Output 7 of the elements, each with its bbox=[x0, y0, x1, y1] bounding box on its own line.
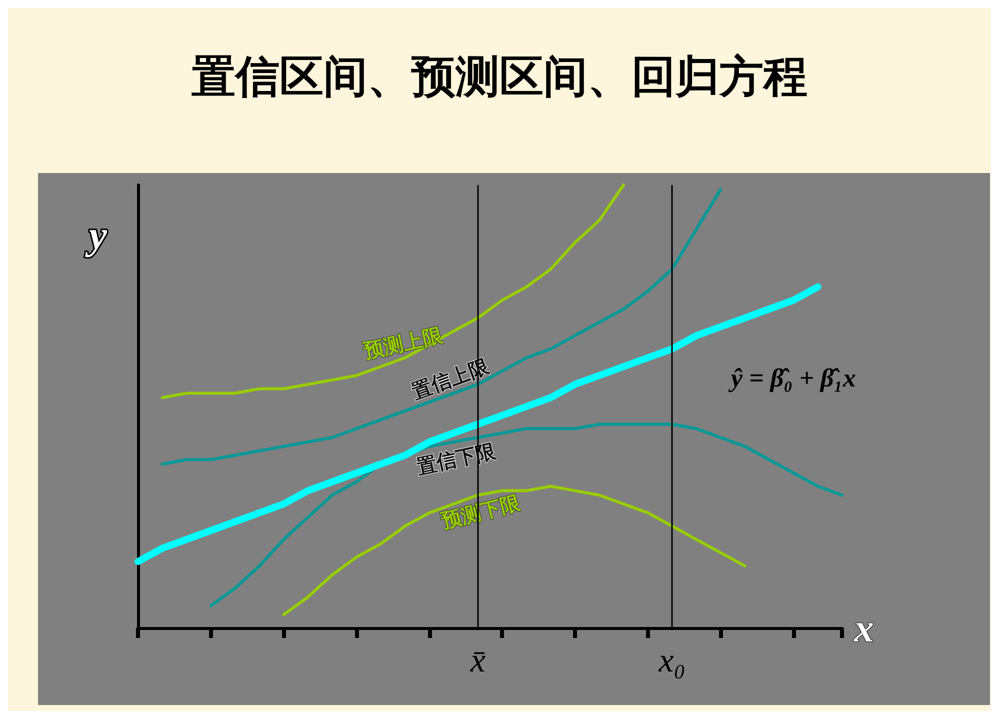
x-tick-label: x̄ bbox=[469, 642, 486, 680]
series-label: ŷ = β̂₀ + β̂₁x bbox=[728, 364, 856, 393]
x-tick-label: x₀ bbox=[658, 642, 686, 680]
y-axis-title: y bbox=[85, 212, 108, 258]
x-axis-title: x bbox=[853, 606, 874, 650]
text: 预测上限 bbox=[360, 322, 446, 364]
chart-title: 置信区间、预测区间、回归方程 bbox=[192, 52, 808, 102]
